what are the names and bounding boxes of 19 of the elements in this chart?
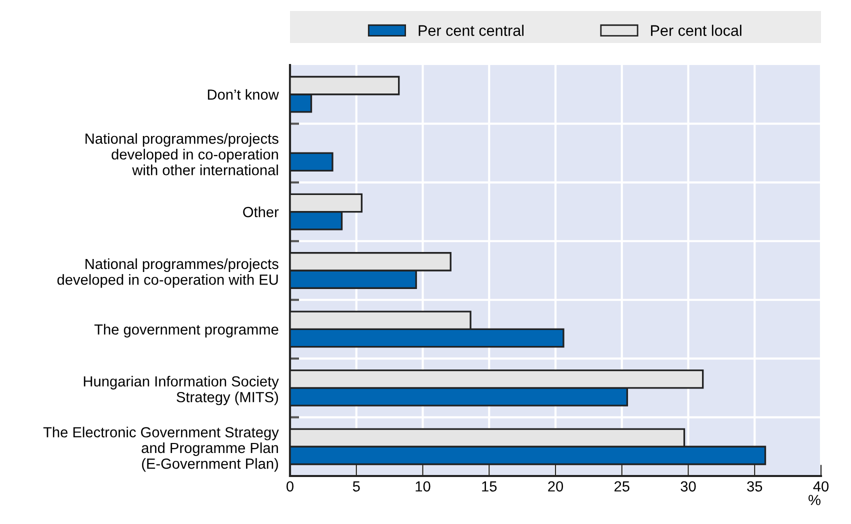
x-tick-label: 40 — [813, 481, 829, 492]
x-tick-label: 5 — [352, 481, 360, 492]
y-tick-label: The Electronic Government Strategy and Programme Plan (E-Government Plan) — [43, 426, 279, 472]
x-tick-label: 15 — [482, 481, 497, 492]
x-tick-label: 35 — [747, 481, 762, 492]
x-tick-label: 30 — [680, 481, 696, 492]
x-tick-label: 0 — [286, 481, 294, 492]
legend-label: Per cent central — [418, 24, 524, 36]
x-tick-label: 25 — [614, 481, 630, 492]
y-tick-label: The government programme — [94, 324, 278, 338]
x-tick-label: 20 — [548, 481, 564, 492]
legend-label: Per cent local — [651, 24, 742, 36]
x-tick-label: 10 — [416, 481, 430, 492]
y-tick-label: Hungarian Information Society Strategy (MITS) — [84, 376, 279, 406]
y-tick-label: Other — [243, 206, 279, 218]
y-tick-label: National programmes/projects developed in co-operation with EU — [57, 258, 278, 288]
y-tick-label: Don’t know — [208, 89, 279, 100]
x-axis-title: % — [808, 494, 820, 506]
y-tick-label: National programmes/projects developed in co-operation with other international — [86, 133, 278, 176]
